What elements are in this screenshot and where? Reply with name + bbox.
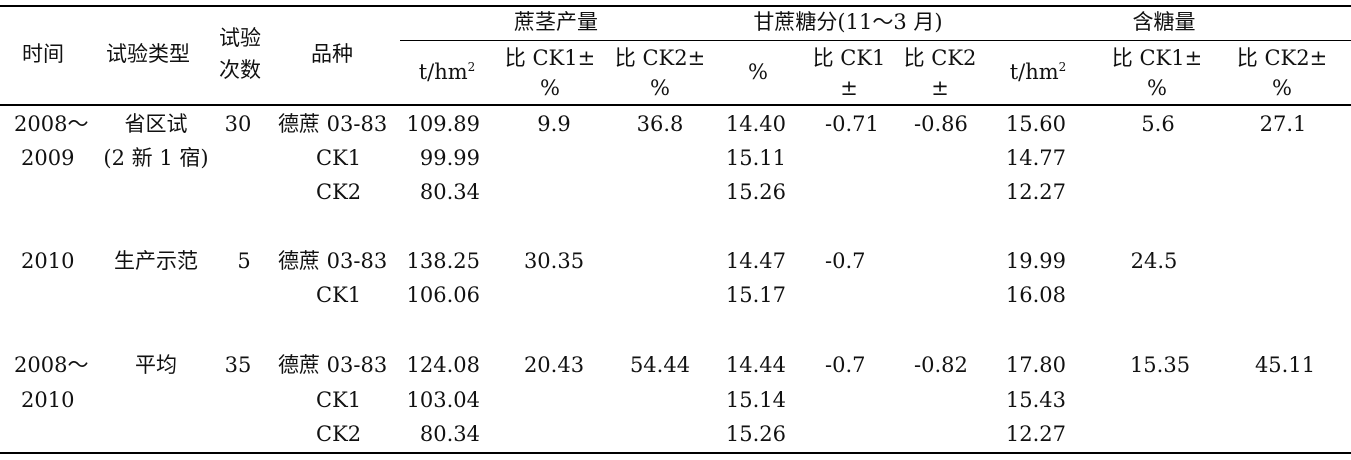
cell-yield: 109.89 <box>406 112 480 136</box>
header-sugar-vs-ck1: 比 CK1 <box>812 46 886 70</box>
header-group-yield: 蔗茎产量 <box>514 10 598 34</box>
cell-time: 2009 <box>21 146 75 170</box>
cell-yield: 124.08 <box>406 353 480 377</box>
cell-yield: 80.34 <box>419 180 480 204</box>
header-yield-vs-ck1-pct: % <box>540 76 560 100</box>
cell-time: 2008～ <box>14 112 89 136</box>
cell-sugar: 14.47 <box>725 249 786 273</box>
cell-variety: 德蔗 03-83 <box>278 353 388 377</box>
cell-variety: 德蔗 03-83 <box>278 112 388 136</box>
cell-variety: 德蔗 03-83 <box>278 249 388 273</box>
cell-sugar-yield: 19.99 <box>1005 249 1066 273</box>
cell-variety: CK2 <box>316 180 362 204</box>
header-sugar-vs-ck2-pm: ± <box>931 76 949 100</box>
cell-yield-vs-ck2: 36.8 <box>636 112 684 136</box>
cell-sy-vs-ck1: 15.35 <box>1129 353 1191 377</box>
cell-sugar: 14.40 <box>725 112 786 136</box>
cell-yield: 106.06 <box>406 283 480 307</box>
cell-sy-vs-ck2: 27.1 <box>1259 112 1307 136</box>
cell-sugar-yield: 15.60 <box>1005 112 1066 136</box>
header-trial-count-1: 试验 <box>219 26 261 50</box>
cell-trial-type: 生产示范 <box>114 249 198 273</box>
cell-yield-vs-ck2: 54.44 <box>629 353 691 377</box>
header-sy-vs-ck2-pct: % <box>1272 76 1292 100</box>
cell-sugar-yield: 12.27 <box>1005 422 1066 446</box>
header-group-sugar-yield: 含糖量 <box>1132 10 1196 34</box>
cell-trial-count: 30 <box>224 112 252 136</box>
cell-sugar: 14.44 <box>725 353 786 377</box>
top-rule <box>0 5 1351 7</box>
cell-sy-vs-ck1: 5.6 <box>1141 112 1175 136</box>
header-trial-type: 试验类型 <box>106 42 190 66</box>
cell-sugar-vs-ck1: -0.71 <box>825 112 879 136</box>
cell-sugar: 15.11 <box>725 146 786 170</box>
cell-variety: CK1 <box>316 388 362 412</box>
cell-trial-count: 35 <box>224 353 252 377</box>
bottom-rule <box>0 452 1351 454</box>
cell-yield: 99.99 <box>419 146 480 170</box>
cell-sugar: 15.26 <box>725 422 786 446</box>
cell-time: 2010 <box>21 388 75 412</box>
cell-sugar-vs-ck1: -0.7 <box>825 353 866 377</box>
header-sugar-vs-ck1-pm: ± <box>840 76 858 100</box>
cell-sugar-vs-ck2: -0.86 <box>914 112 968 136</box>
cell-trial-type: 平均 <box>135 353 177 377</box>
header-yield-vs-ck1: 比 CK1± <box>504 46 596 70</box>
header-yield-unit: t/hm2 <box>418 60 476 84</box>
cell-variety: CK1 <box>316 146 362 170</box>
header-yield-vs-ck2-pct: % <box>650 76 670 100</box>
cell-time: 2010 <box>21 249 75 273</box>
header-yield-vs-ck2: 比 CK2± <box>614 46 706 70</box>
cell-sugar-vs-ck2: -0.82 <box>914 353 968 377</box>
header-sugar-vs-ck2: 比 CK2 <box>903 46 977 70</box>
cell-sugar: 15.17 <box>725 283 786 307</box>
cell-yield-vs-ck1: 20.43 <box>523 353 585 377</box>
cell-sugar-yield: 17.80 <box>1005 353 1066 377</box>
cell-sugar-yield: 16.08 <box>1005 283 1066 307</box>
header-trial-count-2: 次数 <box>219 58 261 82</box>
header-group-sugar: 甘蔗糖分(11～3 月) <box>753 10 943 34</box>
cell-variety: CK1 <box>316 283 362 307</box>
cell-sy-vs-ck1: 24.5 <box>1130 249 1178 273</box>
header-sy-vs-ck1: 比 CK1± <box>1111 46 1203 70</box>
header-sugar-pct: % <box>748 60 768 84</box>
header-bottom-rule <box>0 104 1351 106</box>
cell-yield: 80.34 <box>419 422 480 446</box>
header-variety: 品种 <box>311 42 353 66</box>
cell-yield-vs-ck1: 9.9 <box>537 112 571 136</box>
cell-trial-type: (2 新 1 宿) <box>103 146 209 170</box>
group-underline <box>400 40 1351 41</box>
cell-sugar-yield: 14.77 <box>1005 146 1066 170</box>
cell-yield: 103.04 <box>406 388 480 412</box>
cell-time: 2008～ <box>14 353 89 377</box>
cell-sugar-yield: 12.27 <box>1005 180 1066 204</box>
cell-variety: CK2 <box>316 422 362 446</box>
cell-sugar-vs-ck1: -0.7 <box>825 249 866 273</box>
cell-sugar-yield: 15.43 <box>1005 388 1066 412</box>
cell-sugar: 15.14 <box>725 388 786 412</box>
header-sy-unit: t/hm2 <box>1009 60 1067 84</box>
header-sy-vs-ck2: 比 CK2± <box>1236 46 1328 70</box>
cell-yield: 138.25 <box>406 249 480 273</box>
header-time: 时间 <box>22 42 64 66</box>
cell-sy-vs-ck2: 45.11 <box>1254 353 1316 377</box>
cell-sugar: 15.26 <box>725 180 786 204</box>
cell-yield-vs-ck1: 30.35 <box>523 249 585 273</box>
header-sy-vs-ck1-pct: % <box>1147 76 1167 100</box>
cell-trial-type: 省区试 <box>124 112 188 136</box>
cell-trial-count: 5 <box>237 249 251 273</box>
